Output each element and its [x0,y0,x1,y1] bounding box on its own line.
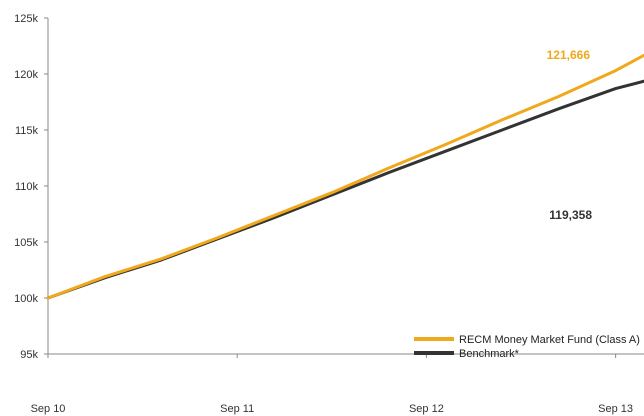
x-tick-label: Sep 10 [31,403,66,415]
end-value-labels: 121,666 119,358 [547,48,593,222]
legend-label-1: Benchmark* [459,348,520,360]
benchmark-end-value-label: 119,358 [549,208,592,222]
y-tick-label: 125k [14,13,38,25]
y-tick-label: 105k [14,237,38,249]
y-tick-label: 100k [14,293,38,305]
y-tick-label: 95k [20,349,38,361]
x-tick-label: Sep 11 [220,403,254,415]
fund-end-value-label: 121,666 [547,48,591,62]
series-lines [46,53,644,300]
y-tick-label: 110k [15,181,39,193]
legend-label-0: RECM Money Market Fund (Class A) [459,334,640,346]
legend: RECM Money Market Fund (Class A) Benchmar… [414,334,640,360]
y-tick-label: 115k [15,125,39,137]
series-line-0 [46,53,644,300]
y-tick-label: 120k [14,69,38,81]
tick-labels: 95k 100k 105k 110k 115k 120k 125k Sep 10 Sep 11 S… [14,13,633,415]
x-tick-label: Sep 13 [598,403,633,415]
x-tick-label: Sep 12 [409,403,444,415]
